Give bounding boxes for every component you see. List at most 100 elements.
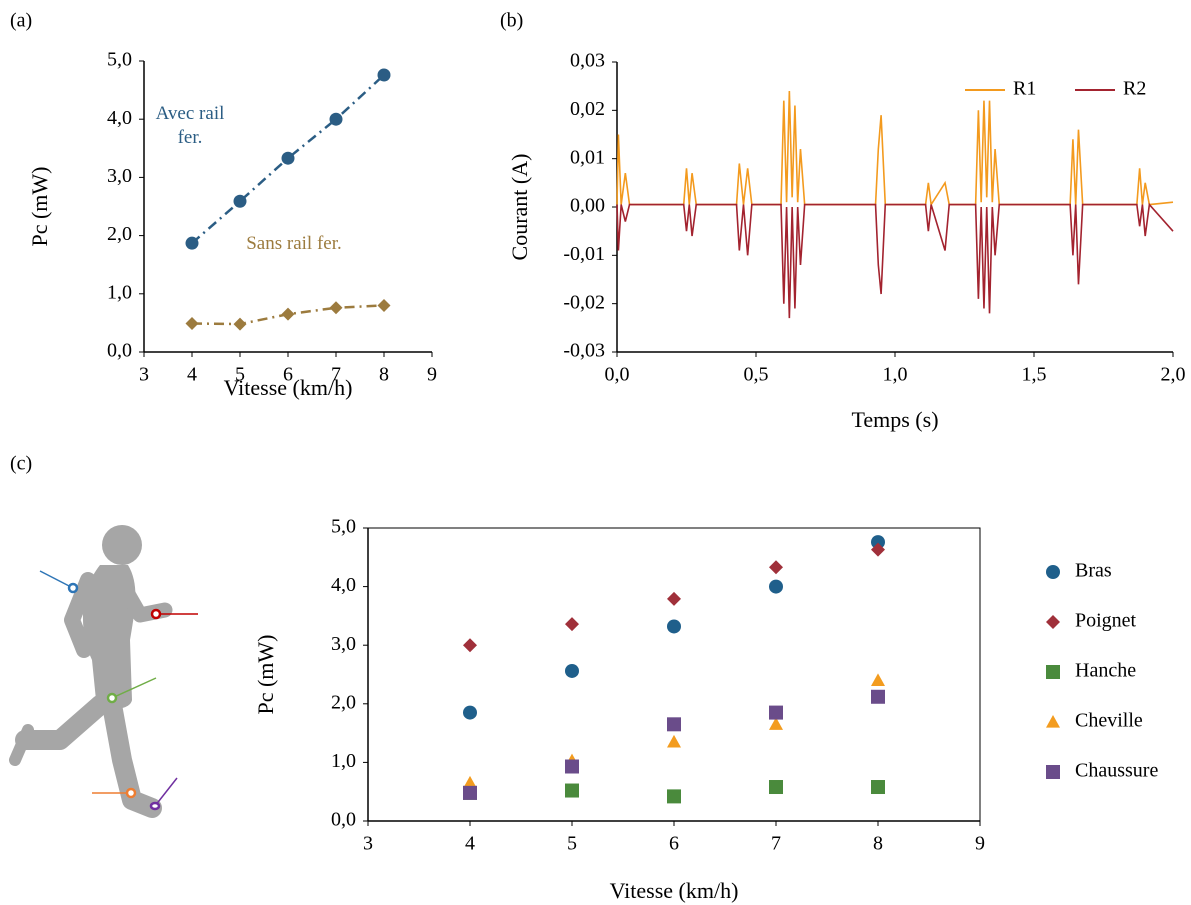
- marker: [871, 780, 885, 795]
- marker: [565, 617, 579, 632]
- y-tick-label: 3,0: [107, 165, 132, 187]
- y-tick-label: 4,0: [107, 107, 132, 129]
- series-line: [616, 202, 1174, 319]
- marker: [769, 717, 783, 730]
- x-axis-label: Vitesse (km/h): [224, 375, 353, 400]
- marker: [667, 789, 681, 804]
- marker: [871, 673, 885, 686]
- y-tick-label: 0,0: [331, 809, 356, 831]
- marker: [329, 112, 343, 126]
- marker: [463, 638, 477, 653]
- sensor-markers: [39, 570, 198, 811]
- x-tick-label: 8: [379, 364, 389, 386]
- legend-label: Poignet: [1075, 610, 1137, 632]
- y-tick-label: 5,0: [331, 516, 356, 538]
- y-tick-label: 4,0: [331, 574, 356, 596]
- marker: [769, 780, 783, 795]
- x-tick-label: 4: [465, 833, 475, 855]
- marker: [871, 542, 885, 557]
- marker: [233, 317, 247, 331]
- x-axis-label: Vitesse (km/h): [610, 878, 739, 903]
- marker: [329, 301, 343, 315]
- x-tick-label: 9: [975, 833, 985, 855]
- marker: [233, 194, 247, 208]
- marker: [871, 689, 885, 704]
- legend-label: R1: [1013, 78, 1036, 100]
- y-tick-label: 1,0: [331, 750, 356, 772]
- legend-label: Cheville: [1075, 710, 1143, 732]
- y-tick-label: -0,01: [563, 243, 605, 265]
- marker: [769, 705, 783, 720]
- series-line: [616, 90, 1174, 207]
- marker: [667, 619, 681, 634]
- y-axis-label: Pc (mW): [253, 634, 278, 714]
- marker: [1046, 715, 1060, 728]
- y-tick-label: 0,01: [570, 146, 605, 168]
- x-tick-label: 7: [771, 833, 781, 855]
- panel-label: (a): [10, 10, 32, 32]
- x-tick-label: 7: [331, 364, 341, 386]
- x-axis-label: Temps (s): [851, 407, 938, 432]
- marker: [463, 785, 477, 800]
- marker: [565, 759, 579, 774]
- x-tick-label: 6: [669, 833, 679, 855]
- marker: [667, 591, 681, 606]
- y-tick-label: 0,00: [570, 195, 605, 217]
- panel-label: (b): [500, 10, 523, 32]
- annotation-text: Avec rail fer.: [155, 103, 225, 148]
- marker: [377, 68, 391, 82]
- marker: [667, 717, 681, 732]
- x-tick-label: 2,0: [1161, 364, 1186, 386]
- panel-label: (c): [10, 453, 32, 475]
- marker: [281, 307, 295, 321]
- marker: [463, 775, 477, 789]
- y-tick-label: 0,02: [570, 98, 605, 120]
- y-tick-label: 1,0: [107, 281, 132, 303]
- x-tick-label: 5: [235, 364, 245, 386]
- y-tick-label: 5,0: [107, 49, 132, 71]
- marker: [1046, 565, 1060, 579]
- x-tick-label: 3: [363, 833, 373, 855]
- x-tick-label: 5: [567, 833, 577, 855]
- y-axis-label: Courant (A): [507, 154, 532, 261]
- series-annotation: Sans rail fer.: [246, 233, 342, 254]
- x-tick-label: 8: [873, 833, 883, 855]
- y-tick-label: 3,0: [331, 633, 356, 655]
- y-tick-label: 0,03: [570, 50, 605, 72]
- legend-label: Bras: [1075, 560, 1112, 582]
- y-tick-label: 0,0: [107, 340, 132, 362]
- marker: [281, 151, 295, 165]
- marker: [871, 535, 885, 550]
- marker: [769, 560, 783, 575]
- marker: [1046, 765, 1060, 779]
- x-tick-label: 1,0: [883, 364, 908, 386]
- y-tick-label: -0,02: [563, 291, 605, 313]
- legend-label: Chaussure: [1075, 760, 1158, 782]
- x-tick-label: 0,5: [744, 364, 769, 386]
- runner-illustration: [9, 525, 173, 818]
- x-tick-label: 1,5: [1022, 364, 1047, 386]
- legend-label: R2: [1123, 78, 1146, 100]
- x-tick-label: 0,0: [605, 364, 630, 386]
- legend-label: Hanche: [1075, 660, 1136, 682]
- marker: [769, 579, 783, 594]
- marker: [667, 734, 681, 748]
- marker: [1046, 615, 1060, 629]
- x-tick-label: 6: [283, 364, 293, 386]
- marker: [1046, 665, 1060, 679]
- marker: [463, 705, 477, 720]
- marker: [185, 236, 199, 250]
- x-tick-label: 4: [187, 364, 197, 386]
- y-tick-label: -0,03: [563, 340, 605, 362]
- x-tick-label: 9: [427, 364, 437, 386]
- marker: [377, 298, 391, 312]
- marker: [185, 316, 199, 330]
- y-tick-label: 2,0: [107, 223, 132, 245]
- y-tick-label: 2,0: [331, 691, 356, 713]
- y-axis-label: Pc (mW): [27, 166, 52, 246]
- x-tick-label: 3: [139, 364, 149, 386]
- marker: [565, 783, 579, 798]
- marker: [565, 663, 579, 678]
- annotation-text: Sans rail fer.: [246, 233, 342, 254]
